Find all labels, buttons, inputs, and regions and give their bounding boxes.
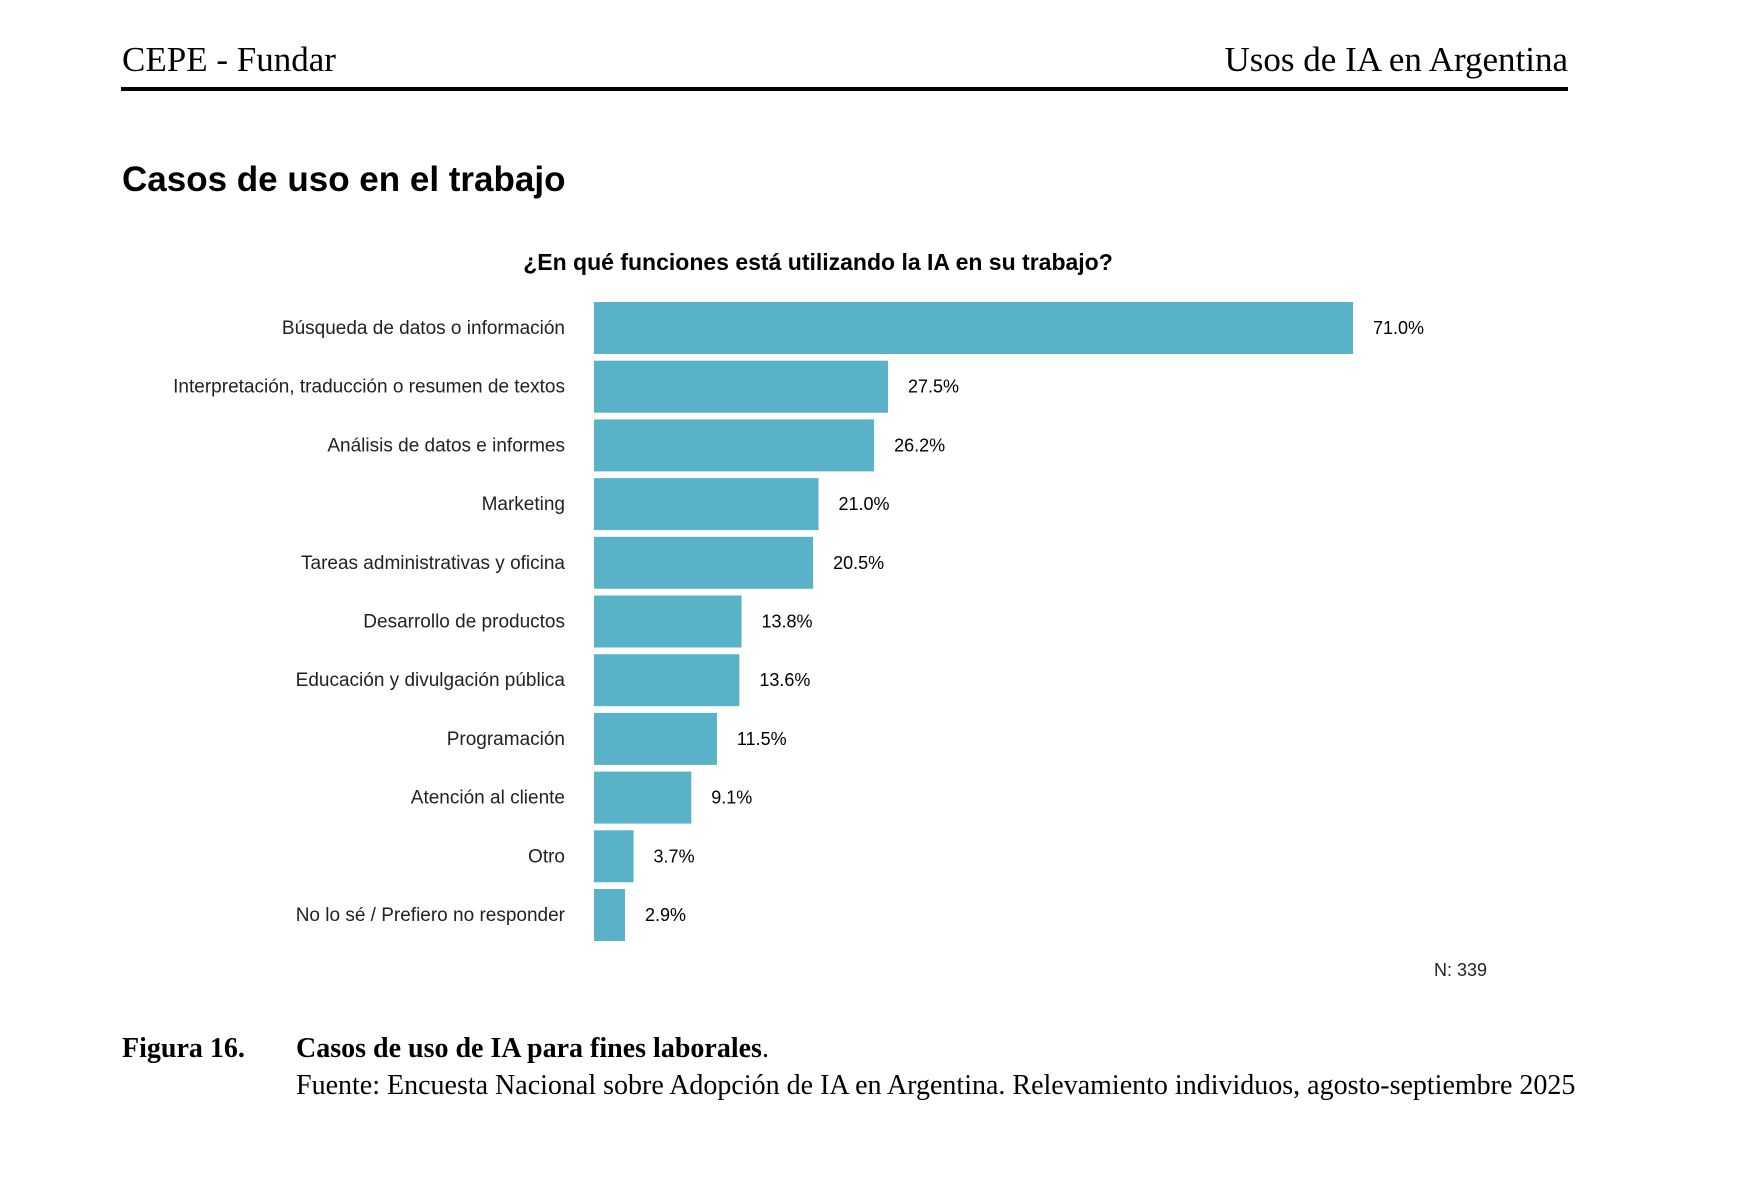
data-label: 3.7% [654,846,695,866]
data-label: 27.5% [908,377,959,397]
bar [594,595,742,648]
bar-chart: ¿En qué funciones está utilizando la IA … [173,249,1424,941]
category-label: Interpretación, traducción o resumen de … [173,377,565,398]
bar [594,771,692,824]
bar [594,478,819,531]
category-label: Programación [447,729,565,750]
caption-title: Casos de uso de IA para fines laborales [296,1033,762,1064]
bar [594,302,1353,354]
category-label: Análisis de datos e informes [327,435,565,456]
category-label: Tareas administrativas y oficina [301,553,565,574]
data-label: 26.2% [894,435,945,455]
bar [594,712,717,765]
category-label: Otro [528,846,565,867]
header-rule [121,87,1568,91]
caption-number: Figura 16. [122,1033,245,1064]
data-label: 9.1% [711,788,752,808]
caption-source: Fuente: Encuesta Nacional sobre Adopción… [296,1070,1576,1101]
bar [594,360,888,413]
category-label: Educación y divulgación pública [296,670,566,691]
category-label: Desarrollo de productos [363,612,565,633]
category-label: Marketing [482,494,565,515]
data-label: 13.8% [762,612,813,632]
bar [594,654,740,707]
header-right: Usos de IA en Argentina [1224,40,1568,79]
section-title: Casos de uso en el trabajo [122,160,566,199]
bar [594,419,875,472]
data-label: 2.9% [645,905,686,925]
data-label: 21.0% [838,494,889,514]
category-label: Atención al cliente [411,788,565,809]
data-label: 11.5% [737,729,787,749]
header-left: CEPE - Fundar [122,40,336,79]
category-label: No lo sé / Prefiero no responder [296,905,566,926]
bar [594,889,626,941]
data-label: 13.6% [759,670,810,690]
bar [594,830,634,883]
data-label: 71.0% [1373,318,1424,338]
chart-title: ¿En qué funciones está utilizando la IA … [523,249,1113,275]
category-label: Búsqueda de datos o información [282,318,565,339]
bar [594,536,814,589]
sample-size-note: N: 339 [1434,960,1488,980]
data-label: 20.5% [833,553,884,573]
